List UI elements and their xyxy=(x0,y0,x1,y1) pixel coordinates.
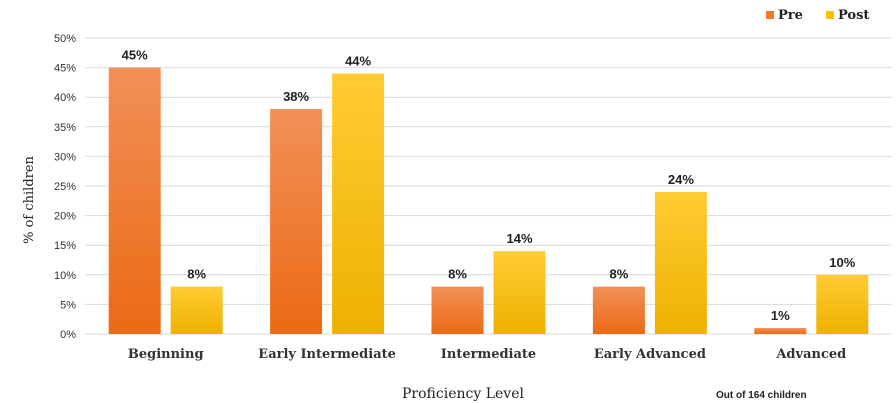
y-tick-label: 10% xyxy=(54,270,76,282)
category-label: Intermediate xyxy=(441,347,536,362)
y-axis: 0% 5% 10% 15% 20% 25% 30% 35% 40% 45% 50% xyxy=(54,33,76,341)
bar-pre xyxy=(108,67,161,334)
data-label: 44% xyxy=(345,54,371,69)
data-label: 8% xyxy=(448,267,467,282)
bar-post xyxy=(170,286,223,334)
footnote: Out of 164 children xyxy=(716,390,807,401)
bar-post xyxy=(493,251,546,334)
x-axis: Beginning Early Intermediate Intermediate E… xyxy=(128,347,846,362)
legend: Pre Post xyxy=(766,8,869,23)
y-tick-label: 20% xyxy=(54,211,76,223)
data-label: 1% xyxy=(771,308,790,323)
data-label: 8% xyxy=(187,267,206,282)
bar-post xyxy=(332,73,385,335)
y-tick-label: 30% xyxy=(54,151,76,163)
y-tick-label: 40% xyxy=(54,92,76,104)
bar-pre xyxy=(754,328,807,334)
bar-post xyxy=(816,274,869,334)
category-label: Advanced xyxy=(775,347,846,362)
data-label: 8% xyxy=(610,267,629,282)
category-label: Early Advanced xyxy=(594,347,706,362)
y-tick-label: 5% xyxy=(60,299,76,311)
legend-swatch-pre xyxy=(766,11,774,19)
y-tick-label: 35% xyxy=(54,122,76,134)
data-label: 45% xyxy=(122,48,148,63)
bars xyxy=(108,67,869,335)
data-label: 38% xyxy=(283,89,309,104)
y-axis-title: % of children xyxy=(22,155,37,243)
y-tick-label: 45% xyxy=(54,63,76,75)
bar-post xyxy=(654,191,707,334)
bar-pre xyxy=(592,286,645,334)
y-tick-label: 50% xyxy=(54,33,76,45)
bar-pre xyxy=(431,286,484,334)
y-tick-label: 25% xyxy=(54,181,76,193)
bar-pre xyxy=(270,109,323,334)
x-axis-title: Proficiency Level xyxy=(402,386,524,402)
data-label: 24% xyxy=(668,172,694,187)
legend-label-pre: Pre xyxy=(778,8,803,23)
legend-swatch-post xyxy=(826,11,834,19)
data-labels: 45% 8% 38% 44% 8% 14% 8% 24% 1% 10% xyxy=(122,48,856,323)
legend-label-post: Post xyxy=(838,8,869,23)
data-label: 14% xyxy=(506,231,532,246)
y-tick-label: 15% xyxy=(54,240,76,252)
data-label: 10% xyxy=(829,255,855,270)
y-tick-label: 0% xyxy=(60,329,76,341)
category-label: Early Intermediate xyxy=(258,347,396,362)
category-label: Beginning xyxy=(128,347,204,362)
